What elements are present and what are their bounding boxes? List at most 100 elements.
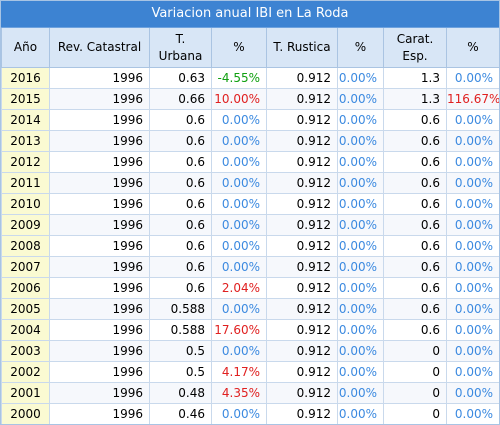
esp-pct-cell: 0.00% <box>446 340 499 362</box>
table-row: 2014 1996 0.6 0.00% 0.912 0.00% 0.6 0.00% <box>1 109 499 131</box>
esp-pct-cell: 0.00% <box>446 277 499 299</box>
t-urbana-cell: 0.6 <box>149 277 212 299</box>
year-cell: 2000 <box>1 403 50 424</box>
table-row: 2000 1996 0.46 0.00% 0.912 0.00% 0 0.00% <box>1 403 499 424</box>
t-urbana-cell: 0.588 <box>149 319 212 341</box>
rustica-pct-cell: 0.00% <box>337 172 384 194</box>
esp-pct-cell: 0.00% <box>446 403 499 424</box>
rustica-pct-cell: 0.00% <box>337 403 384 424</box>
t-rustica-cell: 0.912 <box>266 382 338 404</box>
esp-pct-cell: 0.00% <box>446 172 499 194</box>
table-row: 2003 1996 0.5 0.00% 0.912 0.00% 0 0.00% <box>1 340 499 362</box>
urbana-pct-cell: 0.00% <box>211 151 267 173</box>
year-cell: 2002 <box>1 361 50 383</box>
urbana-pct-cell: 2.04% <box>211 277 267 299</box>
esp-pct-cell: 0.00% <box>446 130 499 152</box>
urbana-pct-cell: -4.55% <box>211 67 267 89</box>
urbana-pct-cell: 17.60% <box>211 319 267 341</box>
table-row: 2010 1996 0.6 0.00% 0.912 0.00% 0.6 0.00% <box>1 193 499 215</box>
urbana-pct-cell: 0.00% <box>211 172 267 194</box>
t-urbana-cell: 0.5 <box>149 361 212 383</box>
esp-pct-cell: 0.00% <box>446 298 499 320</box>
col-esp-pct-header: % <box>446 28 499 68</box>
year-cell: 2015 <box>1 88 50 110</box>
urbana-pct-cell: 0.00% <box>211 130 267 152</box>
carat-esp-cell: 0.6 <box>383 130 447 152</box>
rustica-pct-cell: 0.00% <box>337 151 384 173</box>
t-urbana-cell: 0.6 <box>149 151 212 173</box>
t-rustica-cell: 0.912 <box>266 214 338 236</box>
rev-catastral-cell: 1996 <box>49 298 150 320</box>
rev-catastral-cell: 1996 <box>49 88 150 110</box>
rev-catastral-cell: 1996 <box>49 277 150 299</box>
esp-pct-cell: 0.00% <box>446 256 499 278</box>
t-rustica-cell: 0.912 <box>266 67 338 89</box>
year-cell: 2007 <box>1 256 50 278</box>
t-urbana-cell: 0.588 <box>149 298 212 320</box>
rustica-pct-cell: 0.00% <box>337 298 384 320</box>
carat-esp-cell: 0 <box>383 403 447 424</box>
rustica-pct-cell: 0.00% <box>337 130 384 152</box>
esp-pct-cell: 0.00% <box>446 361 499 383</box>
rustica-pct-cell: 0.00% <box>337 67 384 89</box>
table-row: 2006 1996 0.6 2.04% 0.912 0.00% 0.6 0.00% <box>1 277 499 299</box>
rev-catastral-cell: 1996 <box>49 340 150 362</box>
t-urbana-cell: 0.66 <box>149 88 212 110</box>
rustica-pct-cell: 0.00% <box>337 256 384 278</box>
col-urbana-pct-header: % <box>211 28 267 68</box>
table-row: 2012 1996 0.6 0.00% 0.912 0.00% 0.6 0.00% <box>1 151 499 173</box>
t-urbana-cell: 0.48 <box>149 382 212 404</box>
t-urbana-cell: 0.6 <box>149 109 212 131</box>
rustica-pct-cell: 0.00% <box>337 193 384 215</box>
rev-catastral-cell: 1996 <box>49 67 150 89</box>
rustica-pct-cell: 0.00% <box>337 277 384 299</box>
rustica-pct-cell: 0.00% <box>337 88 384 110</box>
urbana-pct-cell: 0.00% <box>211 340 267 362</box>
carat-esp-cell: 0.6 <box>383 172 447 194</box>
table-body: 2016 1996 0.63 -4.55% 0.912 0.00% 1.3 0.00% 2015… <box>1 67 499 424</box>
carat-esp-cell: 0.6 <box>383 109 447 131</box>
t-rustica-cell: 0.912 <box>266 88 338 110</box>
urbana-pct-cell: 0.00% <box>211 403 267 424</box>
esp-pct-cell: 116.67% <box>446 88 499 110</box>
col-carat-esp-header: Carat. Esp. <box>383 28 447 68</box>
col-t-urbana-header: T. Urbana <box>149 28 212 68</box>
urbana-pct-cell: 0.00% <box>211 256 267 278</box>
t-urbana-cell: 0.5 <box>149 340 212 362</box>
carat-esp-cell: 0.6 <box>383 214 447 236</box>
year-cell: 2014 <box>1 109 50 131</box>
t-rustica-cell: 0.912 <box>266 109 338 131</box>
rev-catastral-cell: 1996 <box>49 256 150 278</box>
table-row: 2007 1996 0.6 0.00% 0.912 0.00% 0.6 0.00% <box>1 256 499 278</box>
year-cell: 2016 <box>1 67 50 89</box>
carat-esp-cell: 0 <box>383 340 447 362</box>
rev-catastral-cell: 1996 <box>49 130 150 152</box>
rev-catastral-cell: 1996 <box>49 382 150 404</box>
t-urbana-cell: 0.6 <box>149 256 212 278</box>
table-row: 2009 1996 0.6 0.00% 0.912 0.00% 0.6 0.00% <box>1 214 499 236</box>
t-rustica-cell: 0.912 <box>266 193 338 215</box>
col-rustica-pct-header: % <box>337 28 384 68</box>
year-cell: 2013 <box>1 130 50 152</box>
urbana-pct-cell: 10.00% <box>211 88 267 110</box>
esp-pct-cell: 0.00% <box>446 151 499 173</box>
urbana-pct-cell: 4.35% <box>211 382 267 404</box>
rustica-pct-cell: 0.00% <box>337 340 384 362</box>
year-cell: 2009 <box>1 214 50 236</box>
rev-catastral-cell: 1996 <box>49 193 150 215</box>
year-cell: 2001 <box>1 382 50 404</box>
rev-catastral-cell: 1996 <box>49 172 150 194</box>
carat-esp-cell: 0 <box>383 382 447 404</box>
t-urbana-cell: 0.6 <box>149 130 212 152</box>
esp-pct-cell: 0.00% <box>446 193 499 215</box>
year-cell: 2008 <box>1 235 50 257</box>
t-rustica-cell: 0.912 <box>266 403 338 424</box>
table-row: 2011 1996 0.6 0.00% 0.912 0.00% 0.6 0.00% <box>1 172 499 194</box>
carat-esp-cell: 0.6 <box>383 319 447 341</box>
carat-esp-cell: 0.6 <box>383 235 447 257</box>
table-row: 2008 1996 0.6 0.00% 0.912 0.00% 0.6 0.00% <box>1 235 499 257</box>
t-rustica-cell: 0.912 <box>266 340 338 362</box>
table-row: 2004 1996 0.588 17.60% 0.912 0.00% 0.6 0.00% <box>1 319 499 341</box>
t-urbana-cell: 0.6 <box>149 193 212 215</box>
